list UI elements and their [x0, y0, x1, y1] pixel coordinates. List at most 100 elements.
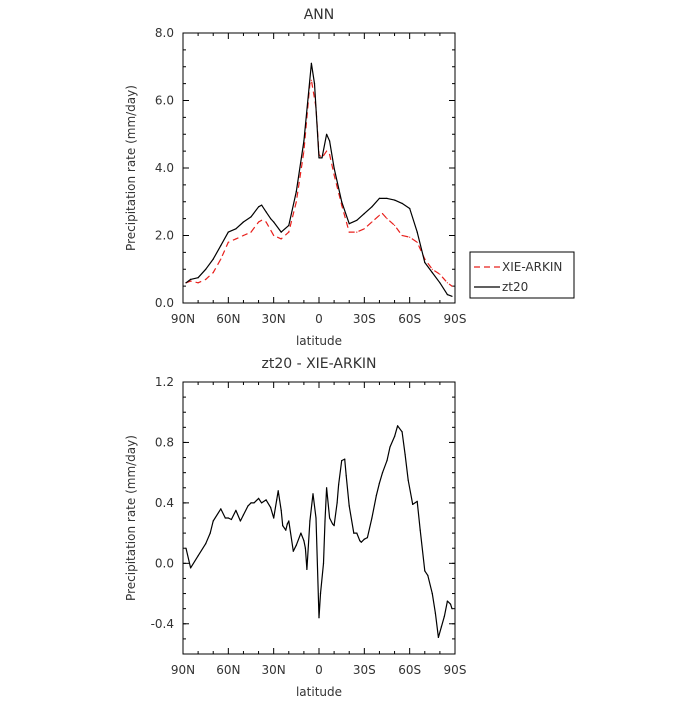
data-point: [326, 150, 328, 152]
y-tick-label: 0.8: [155, 435, 174, 449]
data-point: [404, 453, 406, 456]
data-point: [185, 547, 187, 549]
data-point: [265, 211, 267, 213]
y-tick-label: 8.0: [155, 26, 174, 40]
data-point: [288, 231, 290, 233]
data-point: [348, 231, 350, 233]
data-point: [431, 593, 433, 595]
plot-frame: [182, 32, 456, 304]
x-tick-label: 60S: [398, 663, 421, 677]
data-point: [220, 245, 222, 247]
data-point: [443, 615, 445, 617]
series-line-zt20: [185, 62, 453, 297]
data-point: [419, 529, 421, 531]
data-point: [363, 538, 365, 540]
data-point: [360, 541, 362, 543]
data-point: [356, 532, 358, 534]
data-point: [397, 425, 399, 427]
y-axis-label: Precipitation rate (mm/day): [124, 435, 138, 601]
data-point: [209, 532, 211, 534]
data-point: [292, 550, 294, 552]
data-point: [235, 509, 237, 511]
y-tick-label: 2.0: [155, 229, 174, 243]
data-point: [303, 140, 305, 142]
data-point: [381, 472, 384, 474]
data-point: [341, 460, 343, 462]
data-point: [295, 191, 297, 193]
data-point: [326, 133, 328, 135]
data-point: [394, 435, 396, 437]
data-point: [345, 475, 347, 477]
data-point: [329, 140, 331, 142]
data-point: [288, 224, 290, 226]
data-point: [371, 517, 373, 519]
data-point: [220, 508, 222, 510]
data-point: [250, 216, 252, 218]
data-point: [326, 487, 328, 489]
x-tick-label: 30N: [262, 312, 286, 326]
data-point: [449, 603, 452, 605]
data-point: [416, 241, 418, 243]
data-point: [230, 518, 232, 521]
chart-title: zt20 - XIE-ARKIN: [261, 356, 376, 372]
data-point: [378, 214, 380, 216]
legend-label: XIE-ARKIN: [502, 260, 562, 274]
data-point: [344, 458, 346, 460]
data-point: [431, 272, 433, 274]
data-point: [338, 484, 340, 486]
data-point: [332, 523, 334, 525]
data-point: [285, 529, 287, 531]
data-point: [319, 593, 322, 595]
data-point: [431, 268, 433, 270]
data-point: [220, 258, 222, 260]
data-point: [273, 221, 275, 223]
data-point: [300, 532, 302, 534]
data-point: [366, 537, 368, 539]
data-point: [270, 218, 272, 220]
y-tick-label: 0.0: [155, 556, 174, 570]
data-point: [235, 228, 237, 230]
data-point: [333, 167, 335, 169]
x-tick-label: 30S: [353, 663, 376, 677]
data-point: [273, 234, 275, 237]
data-point: [437, 636, 439, 639]
data-point: [356, 219, 358, 221]
x-axis-label: latitude: [296, 334, 342, 348]
data-point: [280, 238, 282, 240]
data-point: [375, 494, 377, 496]
data-point: [288, 520, 290, 522]
data-point: [235, 238, 237, 240]
y-tick-label: 1.2: [155, 375, 174, 389]
data-point: [451, 295, 453, 297]
data-point: [451, 608, 453, 610]
data-point: [324, 520, 326, 522]
data-point: [394, 199, 396, 201]
x-tick-label: 60N: [216, 663, 240, 677]
data-point: [363, 213, 365, 215]
data-point: [190, 280, 192, 282]
data-point: [185, 282, 187, 284]
x-tick-label: 30N: [262, 663, 286, 677]
data-point: [386, 218, 388, 220]
data-point: [424, 570, 426, 572]
data-point: [378, 482, 380, 484]
data-point: [212, 520, 214, 522]
data-point: [265, 499, 267, 501]
data-point: [197, 282, 199, 284]
x-tick-label: 60S: [398, 312, 421, 326]
data-point: [348, 505, 350, 507]
data-point: [239, 520, 241, 522]
y-tick-label: 4.0: [155, 161, 174, 175]
y-tick-label: -0.4: [151, 617, 174, 631]
data-point: [190, 567, 192, 569]
legend-box: [469, 251, 575, 299]
data-point: [227, 517, 229, 519]
data-point: [321, 157, 323, 159]
data-point: [401, 234, 403, 237]
data-point: [446, 294, 448, 296]
data-point: [265, 221, 267, 223]
y-tick-label: 0.4: [155, 496, 174, 510]
data-point: [212, 258, 214, 260]
